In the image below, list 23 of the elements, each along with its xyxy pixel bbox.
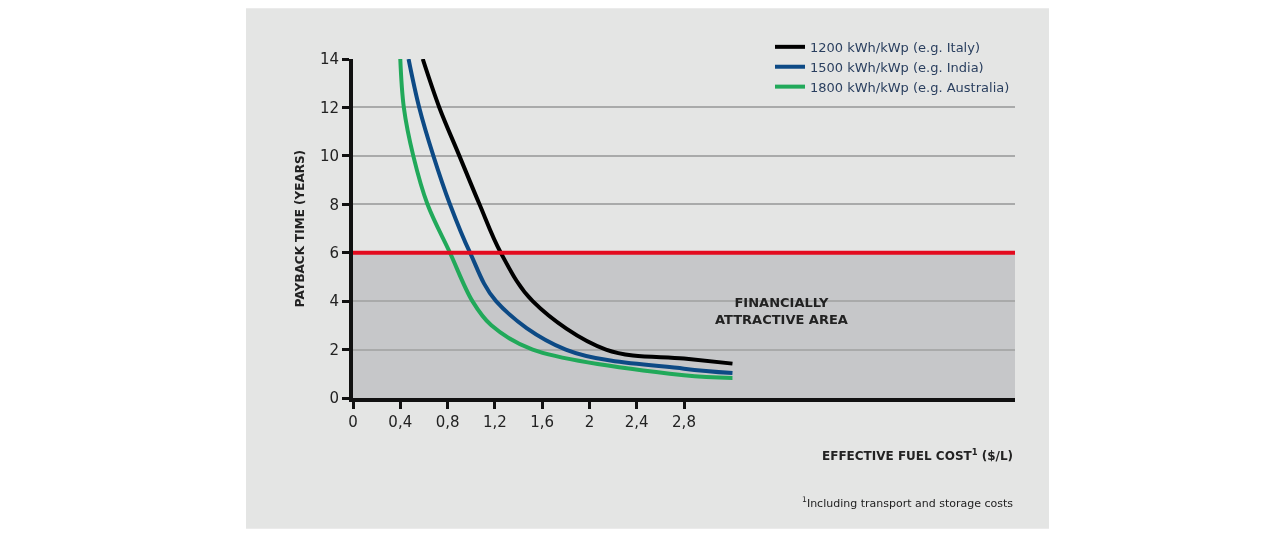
x-tick-label: 0,4	[388, 413, 413, 431]
x-tick-label: 2	[584, 413, 595, 431]
y-tick-label: 0	[329, 389, 339, 408]
x-tick-label: 1,2	[482, 413, 507, 431]
x-tick-label: 2,4	[624, 413, 649, 431]
y-tick-label: 4	[329, 292, 339, 311]
y-tick-label: 12	[319, 98, 339, 117]
legend-label: 1200 kWh/kWp (e.g. Italy)	[810, 39, 980, 55]
y-tick-label: 8	[329, 195, 339, 214]
y-tick-label: 14	[319, 50, 339, 69]
x-tick-label: 0,8	[435, 413, 460, 431]
band-label: FINANCIALLY ATTRACTIVE AREA	[715, 295, 848, 327]
text: $^{1}$Including transport and storage costs	[802, 495, 1014, 510]
legend-label: 1500 kWh/kWp (e.g. India)	[810, 59, 984, 75]
y-tick-label: 2	[329, 340, 339, 359]
y-tick-label: 6	[329, 243, 339, 262]
x-tick-label: 0	[348, 413, 358, 431]
legend-label: 1800 kWh/kWp (e.g. Australia)	[810, 79, 1010, 95]
x-tick-label: 2,8	[672, 413, 696, 431]
x-tick-label: 1,6	[530, 413, 555, 431]
x-axis-title: EFFECTIVE FUEL COST$^{1}$ ($/L)	[822, 447, 1014, 464]
y-axis-title: PAYBACK TIME (YEARS)	[292, 149, 307, 308]
y-tick-label: 10	[319, 147, 339, 166]
